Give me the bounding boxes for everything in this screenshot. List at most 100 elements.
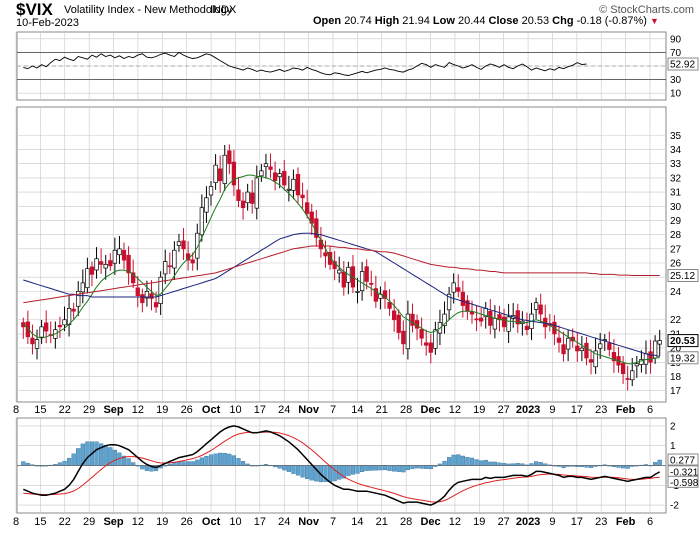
macd-histogram-bar xyxy=(71,453,76,466)
sma-line-2 xyxy=(23,245,660,304)
1-ytick: 22 xyxy=(670,315,682,326)
price-x-axis: 8 15 22 29 Sep 12 19 26 Oct 10 17 24 Nov 7 14 21 28 Dec 12… xyxy=(13,404,653,416)
x-tick-label: 17 xyxy=(254,404,266,416)
macd-histogram-bar xyxy=(231,455,237,466)
x-tick-label: 29 xyxy=(83,516,95,528)
candle-body xyxy=(103,264,108,269)
macd-histogram-bar xyxy=(465,456,470,466)
candle-body xyxy=(222,154,227,184)
candle-body xyxy=(30,337,35,345)
x-tick-label: 26 xyxy=(181,404,193,416)
macd-x-axis: 8 15 22 29 Sep 12 19 26 Oct 10 17 24 Nov 7 14 21 28 Dec 12… xyxy=(13,516,653,528)
x-tick-label: 15 xyxy=(34,516,46,528)
ticker-symbol: $VIX xyxy=(16,0,53,19)
candle-body xyxy=(446,293,452,311)
x-tick-label: Oct xyxy=(202,516,221,528)
macd-histogram-bar xyxy=(126,458,131,466)
candle-body xyxy=(630,370,635,381)
candle-body xyxy=(488,310,493,326)
candle-body xyxy=(451,282,456,293)
candle-body xyxy=(643,353,649,365)
x-tick-label: 12 xyxy=(449,516,461,528)
macd-histogram-bar xyxy=(561,465,566,469)
x-tick-label: 27 xyxy=(498,404,510,416)
candle-body xyxy=(492,317,498,330)
candle-body xyxy=(405,313,411,350)
ohlc-readout: Open 20.74 High 21.94 Low 20.44 Close 20… xyxy=(313,15,659,27)
candle-body xyxy=(639,359,644,365)
macd-histogram-bar xyxy=(131,462,136,466)
candle-body xyxy=(208,186,214,196)
0-ytick: 70 xyxy=(670,48,682,59)
rsi-last-value: 52.92 xyxy=(670,60,695,71)
x-tick-label: 17 xyxy=(254,516,266,528)
candle-body xyxy=(21,322,26,328)
candle-body xyxy=(140,294,145,304)
macd-histogram-bar xyxy=(373,465,378,471)
macd-last-value: -0.598 xyxy=(670,478,699,489)
candle-body xyxy=(25,321,31,338)
x-tick-label: Sep xyxy=(103,516,123,528)
1-ytick: 27 xyxy=(670,244,682,255)
macd-panel: -2-10120.277-0.321-0.598 xyxy=(15,417,699,514)
candle-body xyxy=(240,200,246,209)
x-tick-label: 19 xyxy=(473,516,485,528)
candle-body xyxy=(648,351,653,363)
candle-body xyxy=(172,249,177,269)
candle-body xyxy=(598,343,603,349)
macd-histogram-bar xyxy=(469,457,475,466)
macd-histogram-bar xyxy=(94,441,99,466)
macd-histogram-bar xyxy=(350,465,356,475)
x-tick-label: Feb xyxy=(616,404,636,416)
1-ytick: 20 xyxy=(670,344,682,355)
candle-body xyxy=(199,207,205,236)
macd-histogram-bar xyxy=(360,465,365,473)
brand-watermark: © StockCharts.com xyxy=(599,4,694,16)
x-tick-label: Dec xyxy=(420,516,440,528)
1-ytick: 34 xyxy=(670,145,682,156)
x-tick-label: 23 xyxy=(595,516,607,528)
macd-histogram-bar xyxy=(181,461,186,466)
macd-histogram-bar xyxy=(57,462,63,466)
macd-histogram-bar xyxy=(396,465,401,472)
x-tick-label: 28 xyxy=(400,404,412,416)
candle-body xyxy=(263,163,269,167)
candle-body xyxy=(98,261,104,265)
macd-histogram-bar xyxy=(213,453,218,466)
x-tick-label: 10 xyxy=(229,516,241,528)
candle-body xyxy=(387,302,392,309)
down-arrow-icon: ▼ xyxy=(650,16,659,26)
x-tick-label: 29 xyxy=(83,404,95,416)
macd-histogram-bar xyxy=(140,465,145,470)
macd-histogram-bar xyxy=(282,465,287,471)
open-label: Open xyxy=(313,15,342,27)
macd-histogram-bar xyxy=(456,454,461,466)
x-tick-label: 22 xyxy=(59,404,71,416)
macd-histogram-bar xyxy=(401,465,406,473)
candle-body xyxy=(44,322,49,332)
macd-histogram-bar xyxy=(364,465,369,471)
macd-histogram-bar xyxy=(295,465,301,476)
macd-histogram-bar xyxy=(309,465,314,481)
x-tick-label: 12 xyxy=(449,404,461,416)
candle-body xyxy=(433,329,438,349)
candle-body xyxy=(204,197,209,213)
x-tick-label: 12 xyxy=(132,404,144,416)
macd-histogram-bar xyxy=(474,459,479,466)
candle-body xyxy=(456,287,461,292)
x-tick-label: 21 xyxy=(376,516,388,528)
candle-body xyxy=(323,252,328,257)
candle-body xyxy=(144,291,150,299)
close-value: 20.53 xyxy=(521,15,550,27)
candle-body xyxy=(625,378,630,380)
candle-body xyxy=(588,359,594,363)
price-last-value-box xyxy=(667,351,699,365)
x-tick-label: 19 xyxy=(473,404,485,416)
macd-histogram-bar xyxy=(419,465,424,469)
price-last-value: 20.53 xyxy=(670,336,695,347)
candle-body xyxy=(478,317,484,322)
macd-last-value: -0.321 xyxy=(670,467,699,478)
candle-body xyxy=(250,192,255,204)
macd-histogram-bar xyxy=(625,465,630,469)
candle-body xyxy=(259,170,264,177)
